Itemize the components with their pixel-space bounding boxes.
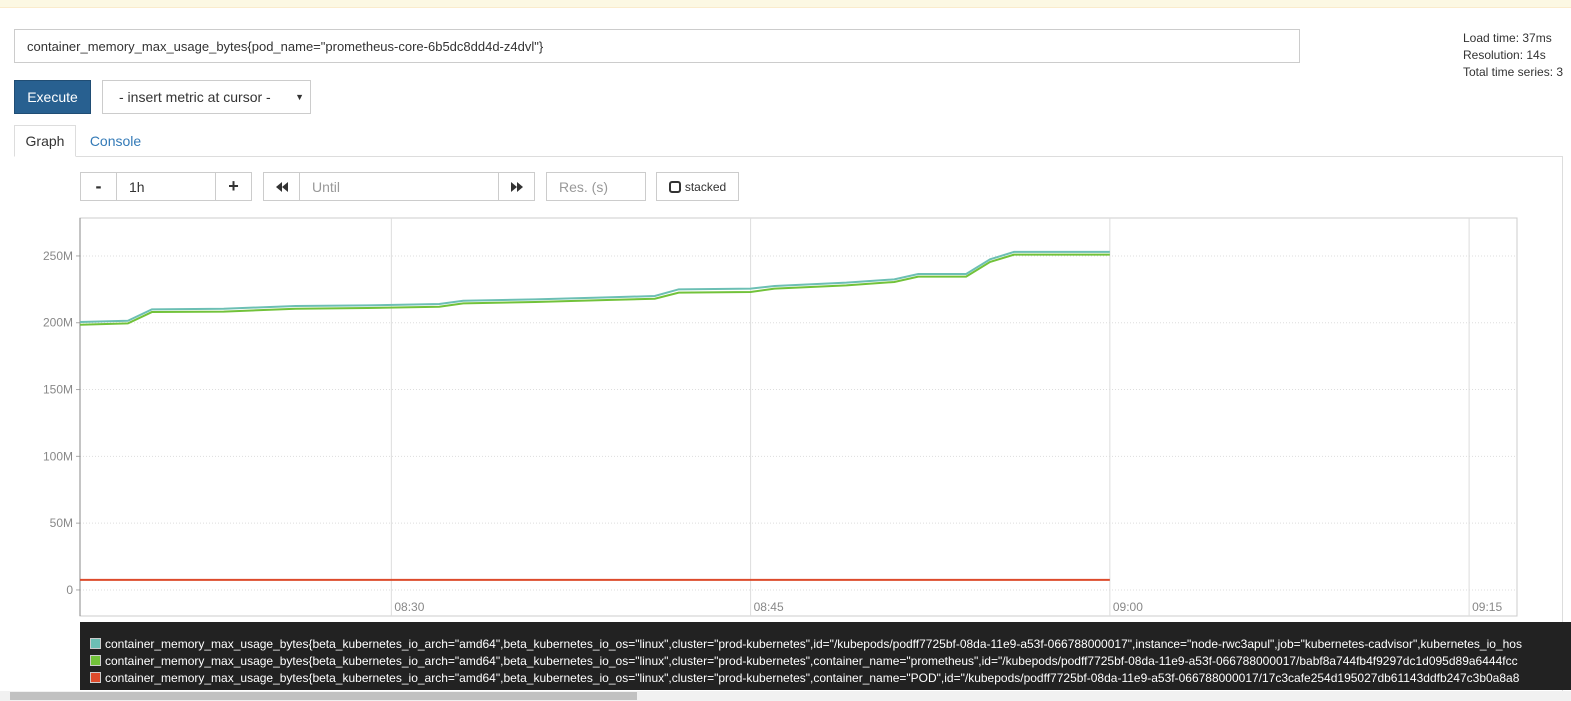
graph-tab[interactable]: Graph: [14, 125, 76, 157]
select-text: - insert metric at cursor -: [119, 89, 271, 105]
y-tick-label: 250M: [43, 249, 73, 263]
y-tick-label: 0: [66, 583, 73, 597]
forward-icon: [510, 181, 523, 192]
tab-panel: [14, 156, 1563, 696]
legend-entry[interactable]: container_memory_max_usage_bytes{beta_ku…: [90, 635, 1522, 652]
legend-entry[interactable]: container_memory_max_usage_bytes{beta_ku…: [90, 652, 1518, 669]
y-tick-label: 200M: [43, 316, 73, 330]
console-tab[interactable]: Console: [89, 133, 142, 149]
range-plus[interactable]: +: [215, 172, 252, 201]
stacked-button[interactable]: stacked: [656, 172, 739, 201]
resolution: Resolution: 14s: [1463, 48, 1546, 62]
metric-select[interactable]: - insert metric at cursor - ▼: [102, 80, 311, 114]
y-tick-label: 100M: [43, 449, 73, 463]
legend: container_memory_max_usage_bytes{beta_ku…: [80, 622, 1571, 690]
x-tick-label: 09:00: [1113, 600, 1143, 614]
x-tick-label: 08:45: [754, 600, 784, 614]
chart: 0 50M 100M 150M 200M 250M 08:30 08:45 09:00 09:15: [43, 217, 1518, 617]
x-tick-label: 09:15: [1472, 600, 1502, 614]
series-count: Total time series: 3: [1463, 65, 1564, 79]
back-button[interactable]: [263, 172, 300, 201]
series-line: [79, 250, 1110, 323]
legend-swatch: [90, 638, 101, 649]
alert-bar: [0, 0, 1571, 8]
legend-swatch: [90, 672, 101, 683]
plot-area: [79, 217, 1518, 617]
res-input[interactable]: Res. (s): [546, 172, 646, 201]
range-minus[interactable]: -: [80, 172, 117, 201]
back-icon: [275, 181, 288, 192]
legend-label: container_memory_max_usage_bytes{beta_ku…: [105, 636, 1522, 651]
query-input[interactable]: container_memory_max_usage_bytes{pod_nam…: [14, 29, 1300, 63]
scroll-thumb[interactable]: [10, 692, 637, 700]
legend-label: container_memory_max_usage_bytes{beta_ku…: [105, 653, 1518, 668]
forward-button[interactable]: [498, 172, 535, 201]
series-line: [79, 253, 1110, 326]
legend-entry[interactable]: container_memory_max_usage_bytes{beta_ku…: [90, 669, 1519, 686]
y-tick-label: 150M: [43, 383, 73, 397]
legend-label: container_memory_max_usage_bytes{beta_ku…: [105, 670, 1520, 685]
y-tick-label: 50M: [50, 516, 73, 530]
caret: ▼: [295, 92, 304, 102]
scrollbar: [0, 691, 1571, 701]
stacked-icon: [668, 180, 681, 193]
legend-swatch: [90, 655, 101, 666]
load-time: Load time: 37ms: [1463, 31, 1552, 45]
execute-button[interactable]: Execute: [14, 80, 91, 114]
x-tick-label: 08:30: [394, 600, 424, 614]
stats: Load time: 37ms Resolution: 14s Total ti…: [1463, 30, 1563, 81]
stacked-label: stacked: [684, 179, 727, 194]
